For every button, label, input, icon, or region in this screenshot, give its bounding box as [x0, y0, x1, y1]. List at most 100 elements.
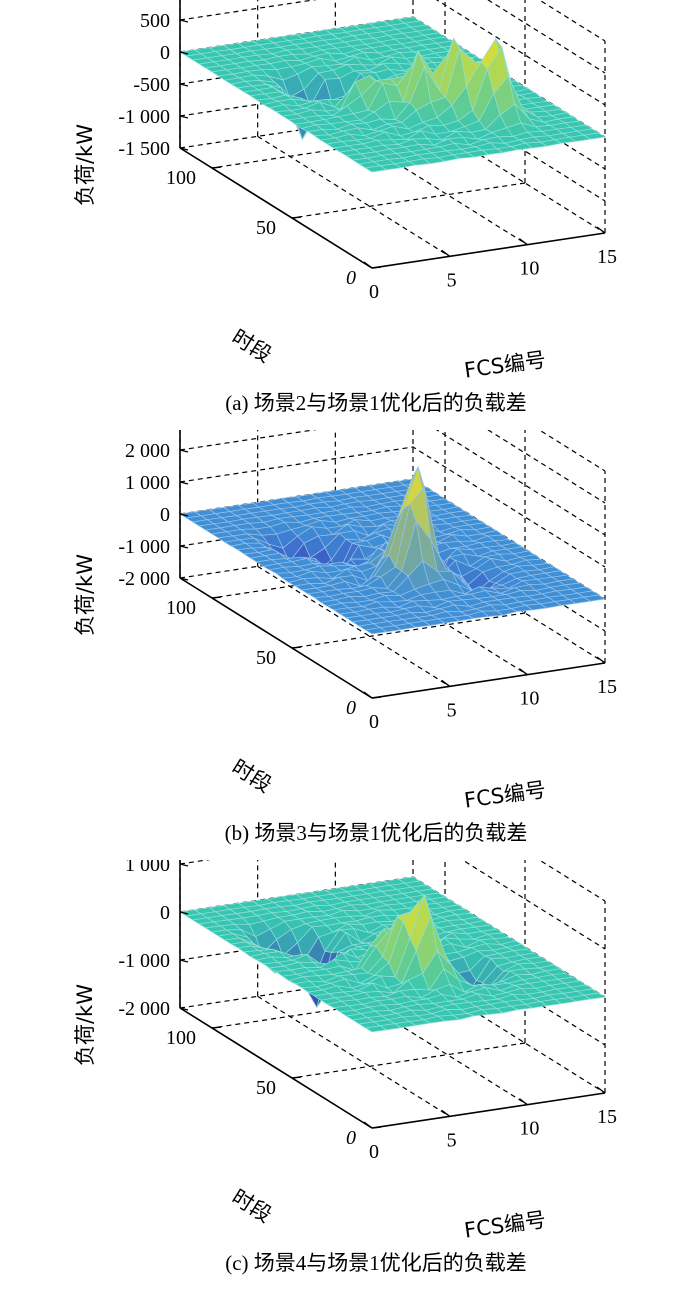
x-tick — [441, 249, 451, 257]
z-tick-label: -2 000 — [118, 568, 170, 590]
y-tick — [211, 1026, 222, 1029]
gridline-y-floor — [291, 182, 526, 219]
z-tick — [179, 959, 189, 963]
z-tick-label: 0 — [160, 504, 170, 526]
x-tick-label: 10 — [519, 1118, 539, 1140]
z-tick — [179, 51, 189, 55]
surface-mesh — [179, 16, 606, 173]
x-tick-label: 15 — [597, 246, 617, 268]
y-tick — [291, 1076, 302, 1079]
x-tick — [441, 679, 451, 687]
y-tick — [371, 696, 382, 699]
z-tick-label: -1 000 — [118, 536, 170, 558]
x-tick — [596, 1086, 606, 1094]
y-tick-label: 100 — [166, 1027, 196, 1049]
x-tick-label: 10 — [519, 258, 539, 280]
x-axis — [371, 1092, 606, 1129]
x-tick-label: 5 — [447, 269, 457, 291]
x-tick — [596, 226, 606, 234]
x-tick — [518, 1098, 528, 1106]
y-tick-label: 0 — [346, 697, 356, 719]
y-tick — [371, 266, 382, 269]
y-tick-label: 50 — [256, 1077, 276, 1099]
surface-cell — [583, 132, 606, 140]
z-tick-label: -1 000 — [118, 950, 170, 972]
x-axis — [371, 232, 606, 269]
z-tick-label: 0 — [160, 902, 170, 924]
y-tick-label: 0 — [346, 1127, 356, 1149]
x-tick-label: 0 — [369, 711, 379, 733]
z-tick-label: 1 000 — [125, 472, 170, 494]
y-tick-label: 0 — [346, 267, 356, 289]
z-tick — [179, 147, 189, 151]
z-tick-label: 1 000 — [125, 860, 170, 876]
surface-mesh — [179, 876, 606, 1033]
x-tick-label: 15 — [597, 1106, 617, 1128]
z-tick — [179, 545, 189, 549]
z-tick — [179, 83, 189, 87]
y-tick — [211, 596, 222, 599]
y-tick — [291, 216, 302, 219]
gridline-y-floor — [291, 612, 526, 649]
gridline-z — [538, 430, 606, 472]
z-tick — [179, 1007, 189, 1011]
x-axis-label: FCS编号 — [463, 347, 548, 382]
x-tick-label: 5 — [447, 699, 457, 721]
y-tick — [371, 1126, 382, 1129]
x-tick — [518, 238, 528, 246]
z-tick-label: -2 000 — [118, 998, 170, 1020]
z-tick — [179, 911, 189, 915]
x-tick — [596, 656, 606, 664]
z-tick — [179, 577, 189, 581]
surface-cell — [583, 992, 606, 1000]
gridline-z — [179, 446, 606, 568]
x-tick — [363, 1121, 373, 1129]
x-axis-label: FCS编号 — [463, 1207, 548, 1242]
y-tick-label: 100 — [166, 167, 196, 189]
z-tick — [179, 449, 189, 453]
surface-mesh — [179, 465, 606, 635]
z-axis-label: 负荷/kW — [73, 124, 97, 206]
x-axis-label: FCS编号 — [463, 777, 548, 812]
x-tick-label: 15 — [597, 676, 617, 698]
surface-cell — [583, 594, 606, 602]
chart-caption: (a) 场景2与场景1优化后的负载差 — [225, 391, 527, 415]
z-tick-label: -1 000 — [118, 106, 170, 128]
x-tick — [518, 668, 528, 676]
x-tick — [363, 691, 373, 699]
z-tick-label: 500 — [140, 10, 170, 32]
z-tick-label: 0 — [160, 42, 170, 64]
z-tick — [179, 19, 189, 23]
y-axis-label: 时段 — [228, 755, 276, 798]
z-tick — [179, 115, 189, 119]
y-tick-label: 50 — [256, 647, 276, 669]
z-tick-label: -500 — [133, 74, 170, 96]
y-tick — [211, 166, 222, 169]
gridline-y-floor — [291, 1042, 526, 1079]
x-tick — [363, 261, 373, 269]
y-axis-label: 时段 — [228, 325, 276, 368]
y-axis — [179, 147, 373, 269]
x-tick — [441, 1109, 451, 1117]
z-tick — [179, 513, 189, 517]
y-tick — [291, 646, 302, 649]
x-axis — [371, 662, 606, 699]
chart-caption: (b) 场景3与场景1优化后的负载差 — [225, 821, 528, 845]
z-axis-label: 负荷/kW — [73, 984, 97, 1066]
z-axis-label: 负荷/kW — [73, 554, 97, 636]
y-axis — [179, 1007, 373, 1129]
y-tick-label: 50 — [256, 217, 276, 239]
x-tick-label: 0 — [369, 1141, 379, 1163]
x-tick-label: 0 — [369, 281, 379, 303]
y-tick-label: 100 — [166, 597, 196, 619]
z-tick — [179, 863, 189, 867]
